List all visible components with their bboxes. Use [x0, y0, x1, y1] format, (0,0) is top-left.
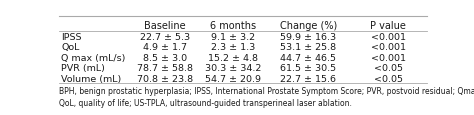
Text: 22.7 ± 5.3: 22.7 ± 5.3	[140, 32, 190, 41]
Text: 54.7 ± 20.9: 54.7 ± 20.9	[205, 74, 261, 83]
Text: Volume (mL): Volume (mL)	[61, 74, 121, 83]
Text: 4.9 ± 1.7: 4.9 ± 1.7	[143, 43, 187, 52]
Text: 6 months: 6 months	[210, 20, 256, 30]
Text: QoL, quality of life; US-TPLA, ultrasound-guided transperineal laser ablation.: QoL, quality of life; US-TPLA, ultrasoun…	[59, 98, 352, 107]
Text: 2.3 ± 1.3: 2.3 ± 1.3	[211, 43, 255, 52]
Text: 30.3 ± 34.2: 30.3 ± 34.2	[205, 64, 261, 73]
Text: BPH, benign prostatic hyperplasia; IPSS, International Prostate Symptom Score; P: BPH, benign prostatic hyperplasia; IPSS,…	[59, 86, 474, 95]
Text: <0.05: <0.05	[374, 64, 402, 73]
Text: P value: P value	[370, 20, 406, 30]
Text: 59.9 ± 16.3: 59.9 ± 16.3	[280, 32, 336, 41]
Text: 78.7 ± 58.8: 78.7 ± 58.8	[137, 64, 193, 73]
Text: Q max (mL/s): Q max (mL/s)	[61, 53, 126, 62]
Text: IPSS: IPSS	[61, 32, 82, 41]
Text: <0.001: <0.001	[371, 53, 406, 62]
Text: 22.7 ± 15.6: 22.7 ± 15.6	[280, 74, 336, 83]
Text: 15.2 ± 4.8: 15.2 ± 4.8	[208, 53, 258, 62]
Text: 8.5 ± 3.0: 8.5 ± 3.0	[143, 53, 187, 62]
Text: PVR (mL): PVR (mL)	[61, 64, 105, 73]
Text: <0.05: <0.05	[374, 74, 402, 83]
Text: Baseline: Baseline	[144, 20, 186, 30]
Text: 70.8 ± 23.8: 70.8 ± 23.8	[137, 74, 193, 83]
Text: Change (%): Change (%)	[280, 20, 337, 30]
Text: 9.1 ± 3.2: 9.1 ± 3.2	[211, 32, 255, 41]
Text: 53.1 ± 25.8: 53.1 ± 25.8	[280, 43, 336, 52]
Text: 61.5 ± 30.5: 61.5 ± 30.5	[280, 64, 336, 73]
Text: QoL: QoL	[61, 43, 80, 52]
Text: <0.001: <0.001	[371, 43, 406, 52]
Text: <0.001: <0.001	[371, 32, 406, 41]
Text: 44.7 ± 46.5: 44.7 ± 46.5	[280, 53, 336, 62]
